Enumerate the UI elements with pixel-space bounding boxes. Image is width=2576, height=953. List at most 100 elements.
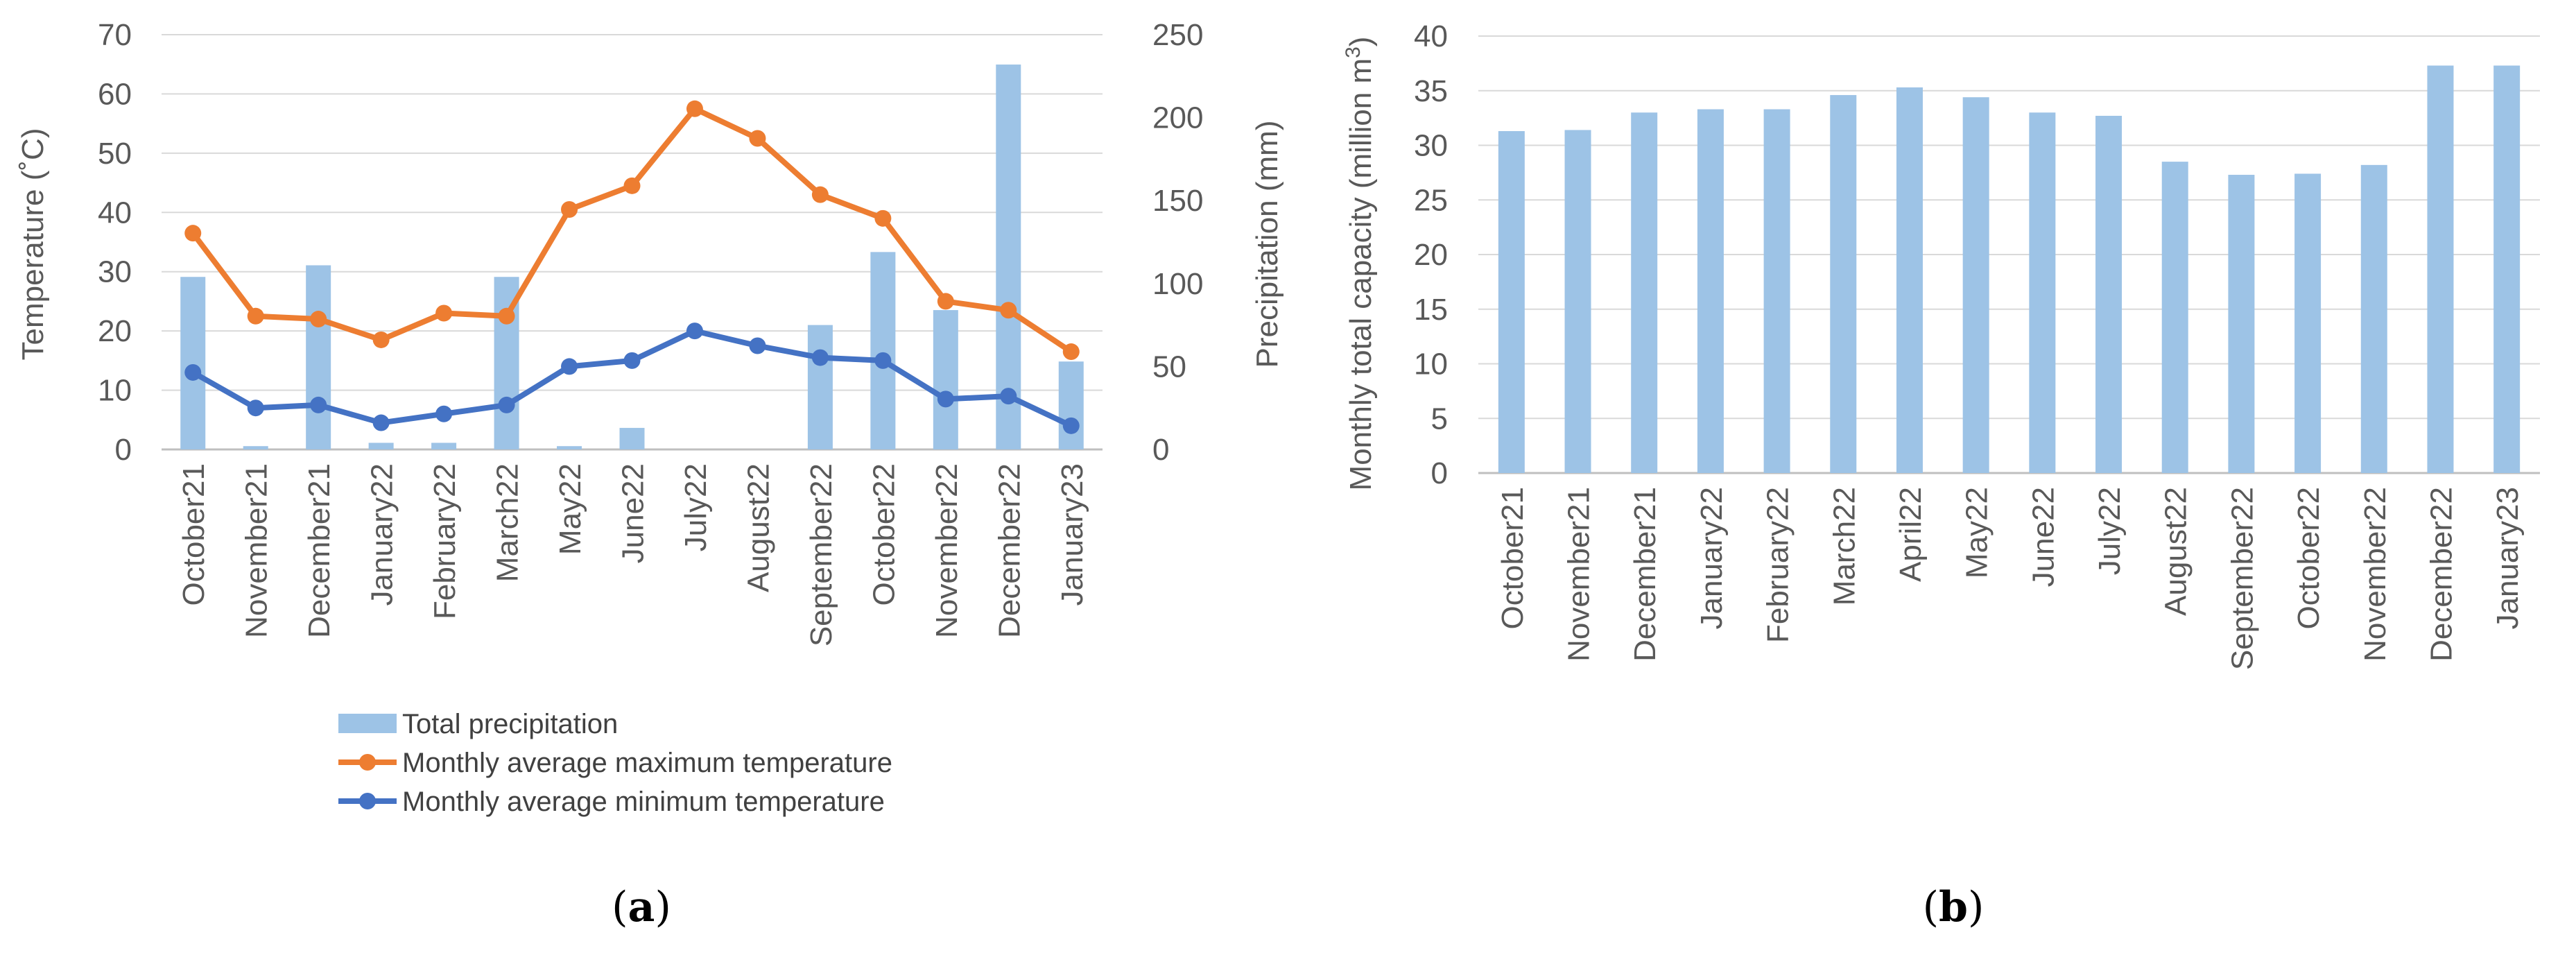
x-tick-october21: October21	[177, 463, 211, 606]
x-tick-july22: July22	[2093, 487, 2127, 575]
left-tick-60: 60	[98, 77, 132, 111]
left-tick-10: 10	[98, 374, 132, 408]
min-temp-point-march22	[498, 396, 515, 413]
capacity-bar-september22	[2228, 175, 2255, 473]
max-temp-point-july22	[686, 100, 703, 117]
precip-bar-february22	[431, 443, 457, 449]
x-tick-march22: March22	[1827, 487, 1861, 606]
legend-label-min-temp: Monthly average minimum temperature	[402, 787, 885, 817]
chart-b-y-axis-title-main: Monthly total capacity (million m	[1344, 58, 1378, 491]
capacity-bar-december22	[2427, 65, 2454, 473]
x-tick-august22: August22	[2159, 487, 2193, 616]
chart-a-left-axis-title: Temperature (˚C)	[16, 128, 50, 361]
chart-a: 0 10 20 30 40 50 60 70 0 50 100 150 200 250 October2…	[16, 18, 1284, 931]
left-tick-70: 70	[98, 18, 132, 52]
max-temp-point-november22	[937, 293, 954, 310]
max-temp-point-may22	[561, 201, 578, 218]
min-temp-point-august22	[749, 337, 766, 354]
chart-b: 0 5 10 15 20 25 30 35 40 October21 November21 Dece…	[1342, 19, 2540, 931]
x-tick-april22: April22	[1894, 487, 1928, 582]
chart-a-right-tick-labels: 0 50 100 150 200 250	[1152, 18, 1203, 467]
x-tick-september22: September22	[2225, 487, 2259, 670]
min-temp-point-february22	[435, 405, 453, 422]
panel-label-b-letter: b	[1939, 883, 1968, 931]
x-tick-october22: October22	[867, 463, 901, 606]
x-tick-october22: October22	[2292, 487, 2326, 629]
x-tick-january23: January23	[1055, 463, 1089, 606]
capacity-bar-june22	[2029, 112, 2056, 473]
min-temp-point-september22	[811, 349, 829, 366]
x-tick-january22: January22	[365, 463, 399, 606]
chart-b-y-tick-labels: 0 5 10 15 20 25 30 35 40	[1414, 19, 1448, 490]
y-tick-15: 15	[1414, 293, 1448, 327]
x-tick-february22: February22	[1761, 487, 1795, 643]
x-tick-march22: March22	[491, 463, 525, 582]
legend-marker-max-temp	[359, 754, 376, 771]
precip-bar-november21	[243, 446, 268, 449]
chart-a-precipitation-bars	[180, 65, 1084, 449]
max-temp-point-june22	[623, 177, 641, 194]
legend-label-precipitation: Total precipitation	[402, 709, 618, 739]
capacity-bar-november22	[2360, 164, 2387, 473]
precip-bar-december21	[306, 265, 331, 449]
capacity-bar-march22	[1830, 95, 1857, 474]
panel-label-b: (b)	[1923, 883, 1985, 931]
max-temp-point-october21	[184, 225, 202, 242]
left-tick-40: 40	[98, 196, 132, 230]
x-tick-october21: October21	[1496, 487, 1530, 629]
min-temp-point-june22	[623, 352, 641, 369]
precip-bar-june22	[619, 427, 645, 449]
capacity-bar-october21	[1498, 131, 1525, 473]
precip-bar-october22	[870, 252, 896, 449]
chart-b-x-tick-labels: October21 November21 December21 January22 Fe…	[1496, 487, 2525, 670]
y-tick-0: 0	[1431, 456, 1448, 490]
chart-a-legend: Total precipitation Monthly average maxi…	[338, 709, 892, 817]
capacity-bar-july22	[2095, 115, 2123, 474]
y-tick-5: 5	[1431, 402, 1448, 436]
max-temp-point-december21	[310, 311, 327, 328]
panel-label-b-open: (	[1923, 883, 1939, 931]
x-tick-may22: May22	[553, 463, 587, 555]
capacity-bar-february22	[1763, 109, 1790, 473]
min-temp-point-january22	[372, 414, 390, 431]
x-tick-september22: September22	[804, 463, 838, 646]
max-temp-point-october22	[874, 209, 892, 227]
right-tick-250: 250	[1152, 18, 1203, 52]
chart-a-right-axis-title: Precipitation (mm)	[1250, 121, 1284, 368]
x-tick-july22: July22	[679, 463, 713, 551]
max-temp-point-february22	[435, 304, 453, 322]
min-temp-point-december22	[1000, 388, 1017, 405]
panel-label-a: (a)	[612, 883, 671, 931]
y-tick-40: 40	[1414, 19, 1448, 53]
min-temp-point-july22	[686, 323, 703, 340]
right-tick-100: 100	[1152, 267, 1203, 301]
precip-bar-january22	[368, 443, 394, 449]
chart-b-y-axis-title-sup: 3	[1342, 46, 1365, 58]
x-tick-june22: June22	[2026, 487, 2060, 587]
right-tick-0: 0	[1152, 433, 1169, 467]
x-tick-december22: December22	[992, 463, 1026, 638]
max-temp-point-december22	[1000, 302, 1017, 319]
min-temp-point-november21	[247, 400, 264, 417]
x-tick-november22: November22	[930, 463, 964, 638]
max-temp-point-november21	[247, 307, 264, 325]
panel-label-b-close: )	[1968, 883, 1984, 931]
left-tick-0: 0	[115, 433, 132, 467]
left-tick-50: 50	[98, 137, 132, 171]
right-tick-150: 150	[1152, 184, 1203, 218]
panel-label-a-open: (	[612, 883, 628, 931]
capacity-bar-december21	[1631, 112, 1658, 473]
precip-bar-november22	[933, 310, 958, 449]
left-tick-20: 20	[98, 314, 132, 348]
x-tick-november21: November21	[240, 463, 274, 638]
right-tick-50: 50	[1152, 350, 1186, 384]
right-tick-200: 200	[1152, 101, 1203, 135]
max-temp-point-january22	[372, 331, 390, 348]
min-temp-point-january23	[1062, 417, 1080, 434]
chart-b-capacity-bars	[1498, 65, 2521, 474]
precip-bar-october21	[180, 277, 206, 449]
legend-marker-min-temp	[359, 793, 376, 809]
capacity-bar-november21	[1564, 130, 1591, 473]
y-tick-20: 20	[1414, 238, 1448, 272]
